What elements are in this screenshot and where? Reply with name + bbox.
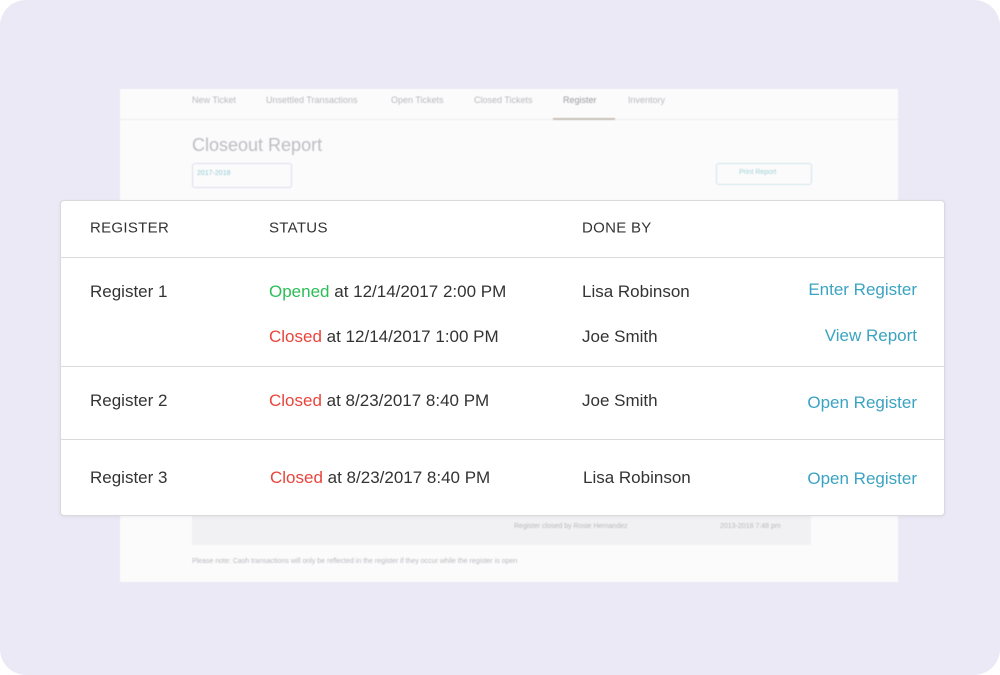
status: Closed at 8/23/2017 8:40 PM	[270, 468, 490, 488]
header: REGISTER	[90, 219, 170, 237]
status-word: Closed	[269, 391, 322, 410]
report-title: Closeout Report	[192, 135, 323, 155]
header: STATUS	[269, 219, 328, 237]
status: Opened at 12/14/2017 2:00 PM	[269, 282, 506, 302]
note: Please note: Cash transactions will only…	[192, 558, 518, 565]
register-name: Register 2	[90, 391, 168, 410]
action-link[interactable]: Enter Register	[808, 280, 917, 299]
action-link[interactable]: View Report	[824, 326, 917, 345]
done-by: Joe Smith	[582, 391, 658, 410]
action-link[interactable]: Open Register	[807, 393, 917, 412]
register-name: Register 1	[90, 282, 168, 301]
date-input[interactable]: 2017-2018	[192, 163, 292, 188]
done-by: Lisa Robinson	[582, 282, 690, 301]
header: DONE BY	[582, 219, 652, 237]
status-time: at 12/14/2017 1:00 PM	[326, 327, 499, 346]
status-time: at 8/23/2017 8:40 PM	[326, 391, 490, 410]
date-value: 2017-2018	[197, 170, 231, 177]
tab[interactable]: Unsettled Transactions	[266, 95, 358, 105]
status-word: Closed	[270, 468, 323, 487]
status: Closed at 12/14/2017 1:00 PM	[269, 327, 499, 347]
register-table: REGISTER STATUS DONE BY Register 1 Opene…	[60, 200, 945, 516]
done-by: Lisa Robinson	[583, 468, 691, 487]
print-button[interactable]: Print Report	[716, 163, 812, 185]
summary-time: 2013-2018 7:48 pm	[720, 523, 781, 530]
summary-text: Register closed by Rosie Hernandez	[514, 523, 628, 530]
status-word: Closed	[269, 327, 322, 346]
tab[interactable]: Closed Tickets	[474, 95, 533, 105]
done-by: Joe Smith	[582, 327, 658, 346]
status: Closed at 8/23/2017 8:40 PM	[269, 391, 489, 411]
status-time: at 8/23/2017 8:40 PM	[327, 468, 491, 487]
register-name: Register 3	[90, 468, 168, 487]
tab[interactable]: Inventory	[628, 95, 666, 105]
tab[interactable]: New Ticket	[192, 95, 237, 105]
tab-divider	[120, 119, 898, 120]
status-time: at 12/14/2017 2:00 PM	[334, 282, 507, 301]
tab[interactable]: Register	[563, 95, 597, 105]
tab[interactable]: Open Tickets	[391, 95, 444, 105]
summary-box: Register closed by Rosie Hernandez 2013-…	[192, 513, 811, 545]
print-button-label: Print Report	[739, 169, 777, 176]
row-divider	[61, 366, 944, 367]
row-divider	[61, 439, 944, 440]
active-tab-underline	[553, 118, 615, 120]
row-divider	[61, 257, 944, 258]
status-word: Opened	[269, 282, 330, 301]
action-link[interactable]: Open Register	[807, 469, 917, 488]
